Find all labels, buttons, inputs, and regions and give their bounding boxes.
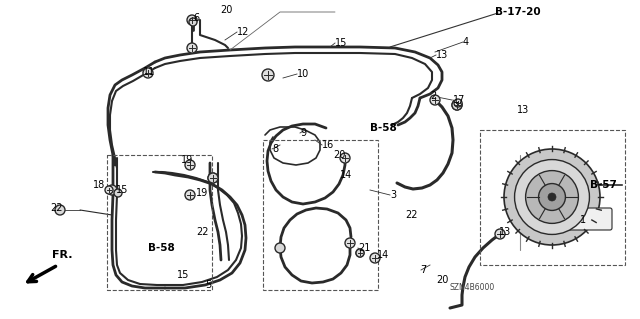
Text: B-17-20: B-17-20: [495, 7, 541, 17]
Text: 13: 13: [517, 105, 529, 115]
Text: 20: 20: [436, 275, 449, 285]
Bar: [107, 155, 212, 290]
Text: 18: 18: [93, 180, 105, 190]
Text: FR.: FR.: [52, 250, 72, 260]
Circle shape: [114, 189, 122, 197]
Circle shape: [189, 18, 197, 26]
Circle shape: [430, 95, 440, 105]
Circle shape: [105, 186, 113, 194]
Text: 4: 4: [463, 37, 469, 47]
Text: 22: 22: [50, 203, 63, 213]
Circle shape: [187, 15, 197, 25]
Text: 1: 1: [580, 215, 586, 225]
Circle shape: [525, 171, 579, 223]
Text: 13: 13: [436, 50, 448, 60]
Text: 10: 10: [297, 69, 309, 79]
Text: 8: 8: [272, 144, 278, 154]
Text: 22: 22: [196, 227, 209, 237]
Circle shape: [452, 100, 462, 110]
Circle shape: [340, 153, 350, 163]
Circle shape: [515, 160, 589, 234]
Circle shape: [495, 229, 505, 239]
Circle shape: [107, 185, 117, 195]
FancyBboxPatch shape: [568, 208, 612, 230]
Circle shape: [185, 160, 195, 170]
Text: 17: 17: [453, 95, 465, 105]
Text: SZN4B6000: SZN4B6000: [450, 284, 495, 293]
Circle shape: [55, 205, 65, 215]
Text: 20: 20: [333, 150, 346, 160]
Text: 12: 12: [237, 27, 250, 37]
Bar: [480, 130, 625, 265]
Text: 20: 20: [220, 5, 232, 15]
Circle shape: [452, 100, 462, 110]
Circle shape: [262, 69, 274, 81]
Text: 2: 2: [430, 91, 436, 101]
Text: 21: 21: [358, 243, 371, 253]
Circle shape: [185, 190, 195, 200]
Bar: [263, 140, 378, 290]
Circle shape: [208, 173, 218, 183]
Text: 15: 15: [335, 38, 348, 48]
Circle shape: [345, 238, 355, 248]
Text: 14: 14: [377, 250, 389, 260]
Text: 3: 3: [390, 190, 396, 200]
Circle shape: [356, 249, 364, 257]
Circle shape: [356, 249, 364, 257]
Text: 15: 15: [116, 185, 129, 195]
Text: 19: 19: [196, 188, 208, 198]
Text: 22: 22: [405, 210, 417, 220]
Text: B-57: B-57: [590, 180, 617, 190]
Text: 19: 19: [181, 155, 193, 165]
Circle shape: [187, 43, 197, 53]
Circle shape: [538, 183, 566, 211]
Circle shape: [548, 193, 556, 201]
Text: 15: 15: [177, 270, 189, 280]
Text: B-58: B-58: [370, 123, 397, 133]
Text: 11: 11: [143, 67, 156, 77]
Circle shape: [504, 149, 600, 245]
Text: 7: 7: [420, 265, 426, 275]
Text: 6: 6: [193, 13, 199, 23]
Circle shape: [143, 68, 153, 78]
Circle shape: [454, 99, 462, 107]
Text: 16: 16: [322, 140, 334, 150]
Circle shape: [208, 173, 218, 183]
Text: 14: 14: [340, 170, 352, 180]
Circle shape: [370, 253, 380, 263]
Text: 9: 9: [300, 128, 306, 138]
Text: 5: 5: [205, 280, 211, 290]
Text: 13: 13: [499, 227, 511, 237]
Circle shape: [275, 243, 285, 253]
Text: B-58: B-58: [148, 243, 175, 253]
